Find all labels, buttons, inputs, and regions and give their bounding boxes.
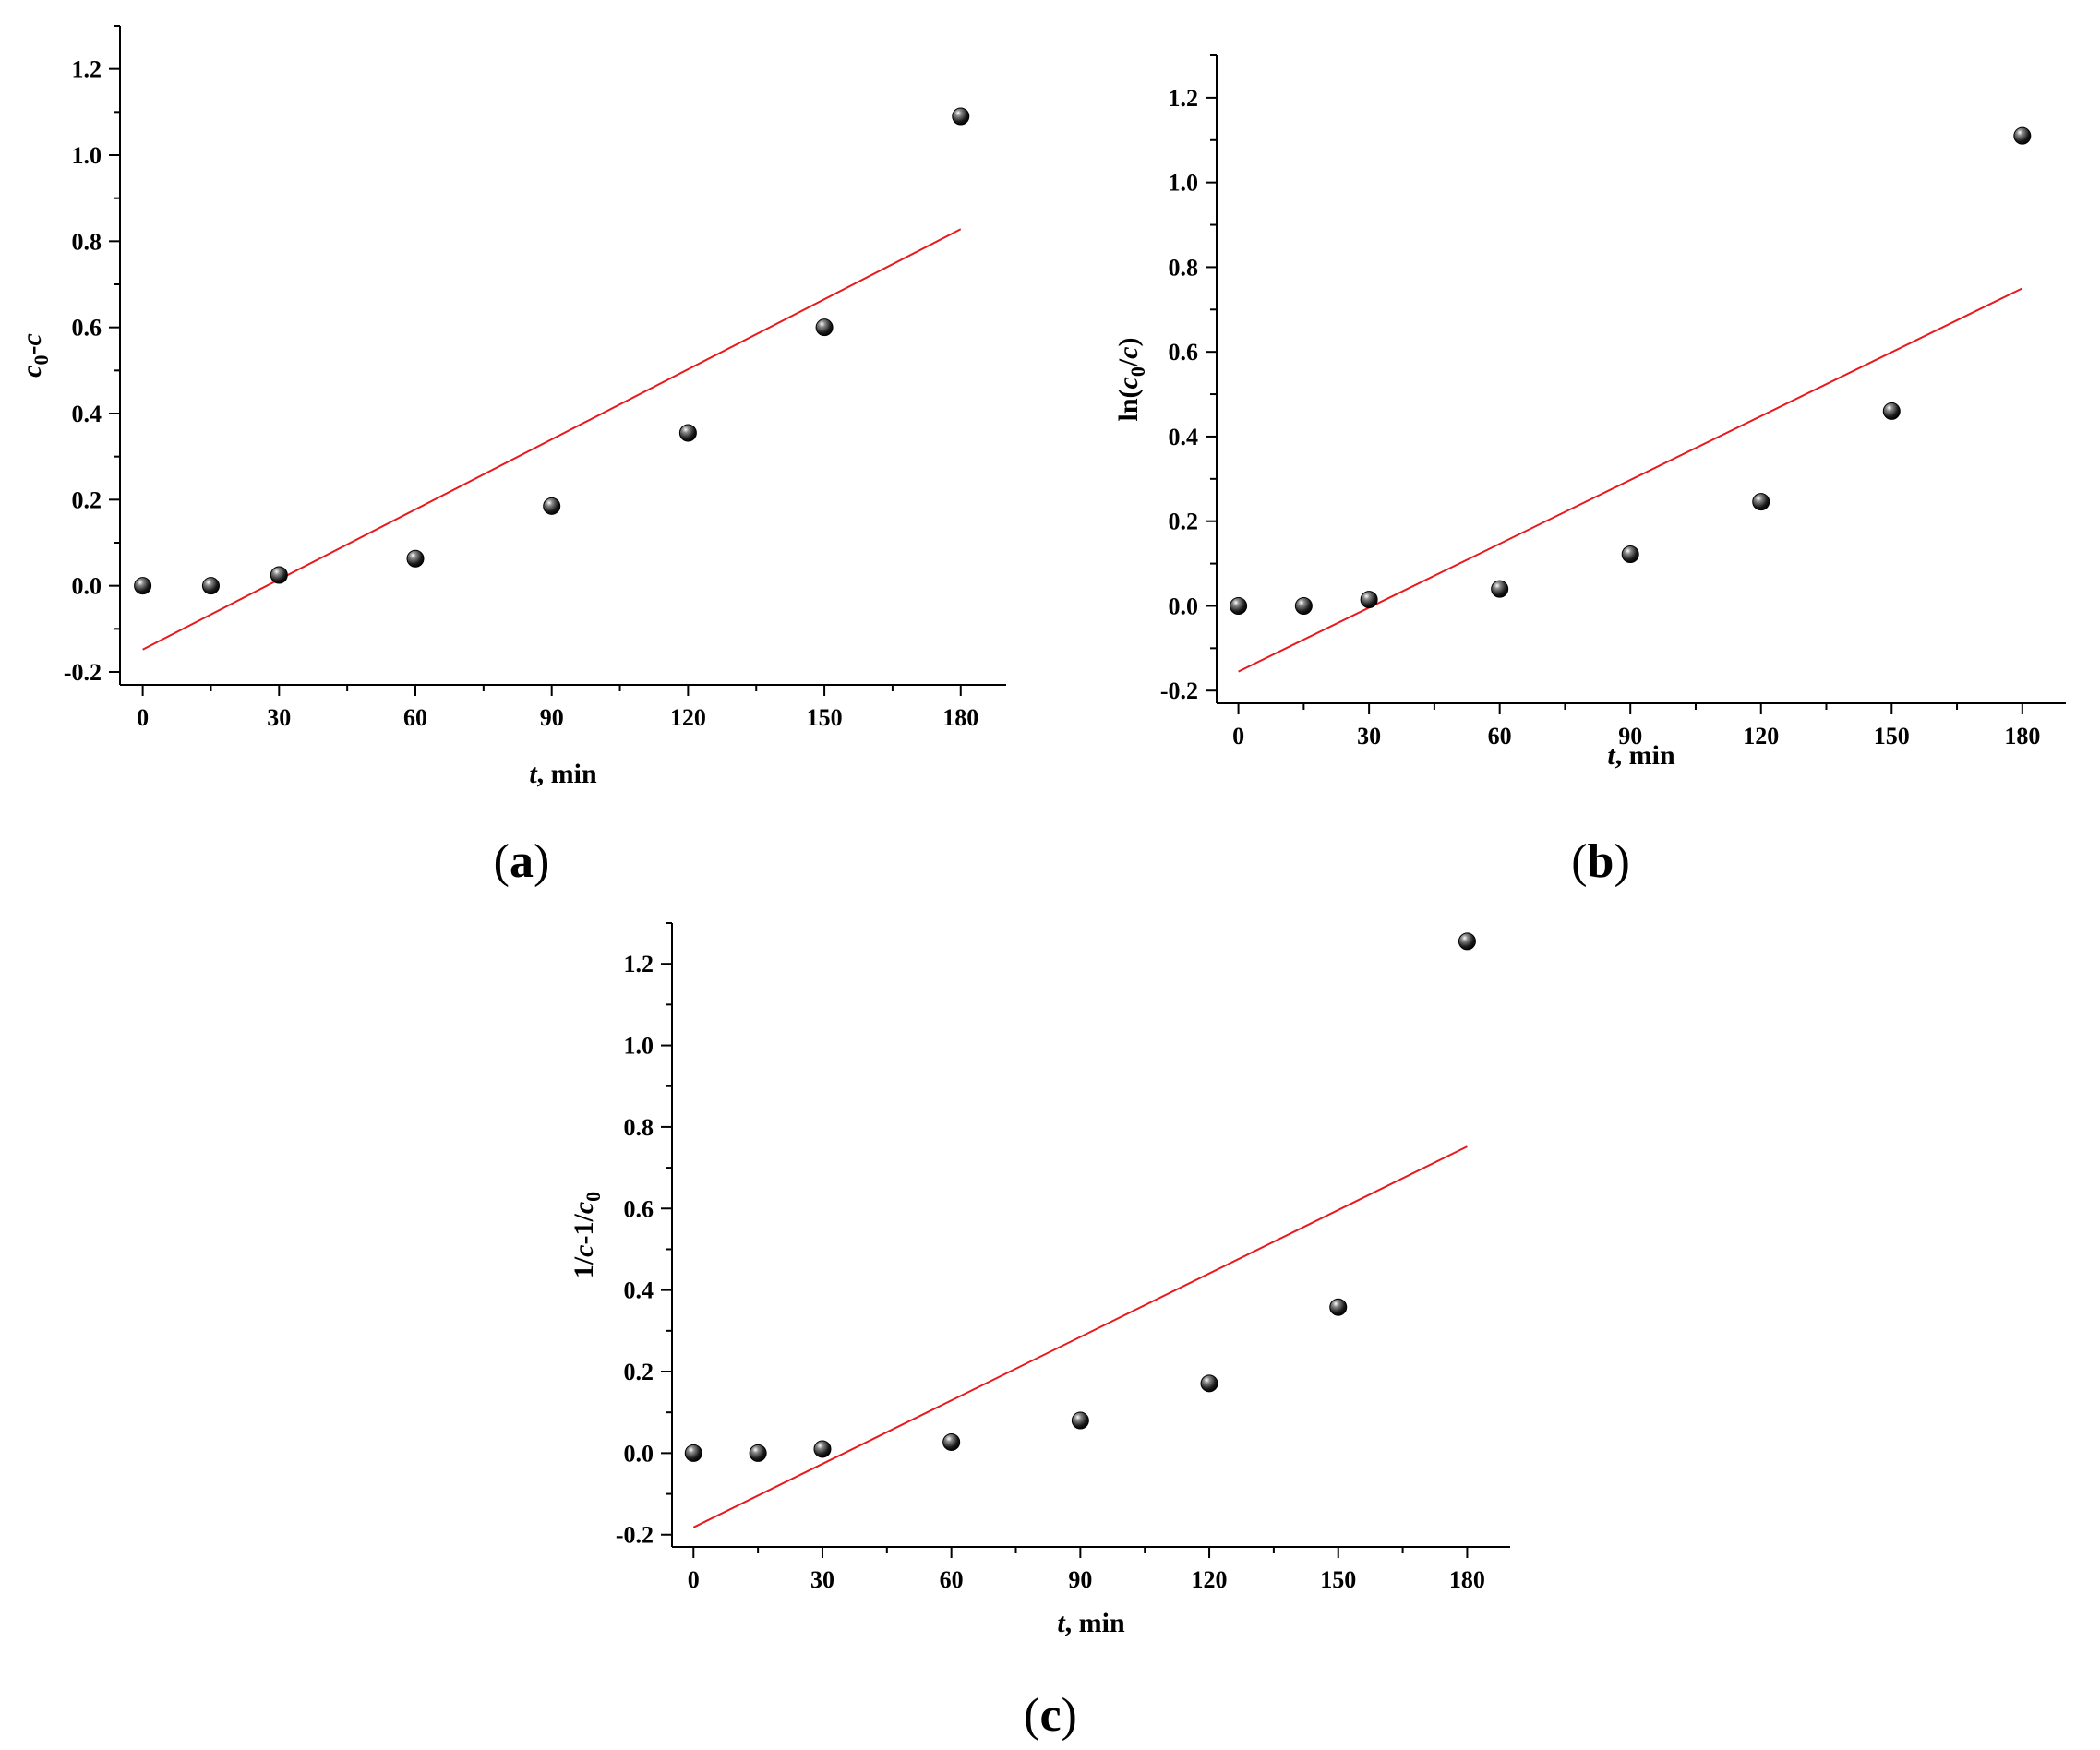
chart-c-panel-label: (c) [1024,1689,1077,1742]
chart-c-x-tick-label: 0 [688,1566,700,1593]
chart-b-data-point [1491,580,1509,598]
chart-a-x-tick-label: 30 [267,704,291,731]
chart-c-data-point [1071,1411,1089,1430]
panel-a-chart: 0 30 60 90 120 150 180 -0.2 0.0 0.2 0.4 0.6 0.8 1.0 1.… [17,25,1006,888]
chart-c-y-tick-label: -0.2 [616,1522,654,1549]
chart-c-x-tick-label: 90 [1068,1566,1092,1593]
chart-b-x-tick-label: 0 [1232,723,1244,749]
chart-b-x-tick-label: 90 [1618,723,1642,749]
chart-a-y-tick-label: 1.2 [72,56,102,83]
chart-a-y-tick-label: 0.2 [72,486,102,513]
chart-c-data-point [749,1444,767,1462]
chart-a-x-axis-title: t, min [529,759,597,789]
chart-b-y-tick-label: 0.2 [1169,509,1199,535]
chart-b-data-point [1621,545,1639,563]
chart-c-y-tick-label: 0.2 [624,1359,654,1385]
chart-a-x-tick-label: 150 [807,704,843,731]
chart-a-x-tick-label: 120 [670,704,706,731]
chart-a-data-point [406,549,425,568]
chart-a-y-tick-label: 0.6 [72,315,102,342]
chart-c-y-tick-label: 0.4 [624,1277,654,1304]
chart-c-x-tick-label: 30 [810,1566,834,1593]
chart-b-x-tick-label: 150 [1874,723,1910,749]
chart-c-y-tick-label: 1.2 [624,951,654,977]
chart-a-y-tick-label: 0.8 [72,228,102,255]
chart-b-x-tick-label: 180 [2004,723,2040,749]
chart-a-data-point [270,566,288,584]
chart-a-data-point [952,107,970,126]
chart-a-data-point [134,577,152,595]
chart-b-data-point [1360,591,1378,609]
chart-b-y-axis-title: ln(c0/c) [1113,337,1149,421]
chart-c-data-point [1200,1374,1218,1393]
chart-c-data-point [942,1432,961,1451]
panel-c-chart: 0 30 60 90 120 150 180 -0.2 0.0 0.2 0.4 0.6 0.8 1.0 1.… [569,922,1510,1742]
chart-b-data-point [1752,493,1770,511]
chart-a-x-tick-label: 0 [137,704,149,731]
chart-a-y-tick-label: 0.0 [72,573,102,600]
chart-a-data-point [201,577,220,595]
chart-a-y-axis-title: c0-c [17,333,53,378]
chart-c-y-tick-label: 0.8 [624,1114,654,1141]
chart-b-data-point [1230,596,1248,615]
chart-c-data-point [1458,932,1476,951]
chart-b-x-tick-label: 60 [1488,723,1512,749]
chart-c-x-axis-title: t, min [1057,1608,1125,1638]
chart-b-data-point [1882,402,1901,420]
chart-a-data-point [543,497,561,515]
chart-c-data-point [684,1444,702,1462]
chart-a-data-point [678,424,697,442]
chart-a-x-tick-label: 180 [942,704,978,731]
chart-c-y-tick-label: 1.0 [624,1033,654,1060]
chart-a-panel-label: (a) [494,835,550,888]
chart-c-x-tick-label: 60 [940,1566,964,1593]
chart-b-y-tick-label: -0.2 [1160,677,1198,704]
chart-b-y-tick-label: 0.6 [1169,339,1199,366]
chart-a-y-tick-label: 0.4 [72,401,102,427]
chart-c-y-axis-title: 1/c-1/c0 [569,1192,605,1278]
panel-b-chart: 0 30 60 90 120 150 180 -0.2 0.0 0.2 0.4 0.6 0.8 1.0 1.… [1113,54,2066,888]
chart-b-data-point [1294,596,1313,615]
chart-c-fit-line [692,1145,1468,1528]
chart-a-x-tick-label: 60 [403,704,427,731]
chart-b-x-axis-title: t, min [1607,740,1675,771]
chart-b-y-tick-label: 1.0 [1169,170,1199,197]
chart-a-y-tick-label: -0.2 [64,659,102,686]
chart-a-data-point [815,318,834,337]
chart-a-y-tick-label: 1.0 [72,142,102,169]
chart-b-x-tick-label: 120 [1743,723,1779,749]
chart-b-panel-label: (b) [1571,835,1630,888]
chart-c-x-tick-label: 180 [1449,1566,1485,1593]
chart-c-data-point [813,1440,832,1458]
chart-a-x-tick-label: 90 [540,704,564,731]
chart-c-y-tick-label: 0.0 [624,1440,654,1467]
chart-b-data-point [2013,126,2032,145]
chart-a-fit-line [142,228,962,651]
chart-b-y-tick-label: 1.2 [1169,85,1199,112]
chart-c-data-point [1329,1298,1348,1316]
chart-b-y-tick-label: 0.4 [1169,424,1199,450]
chart-b-y-tick-label: 0.0 [1169,593,1199,619]
chart-c-x-tick-label: 120 [1192,1566,1228,1593]
chart-b-x-tick-label: 30 [1357,723,1381,749]
chart-b-fit-line [1238,287,2023,673]
chart-c-x-tick-label: 150 [1320,1566,1356,1593]
chart-b-y-tick-label: 0.8 [1169,254,1199,281]
chart-c-y-tick-label: 0.6 [624,1195,654,1222]
